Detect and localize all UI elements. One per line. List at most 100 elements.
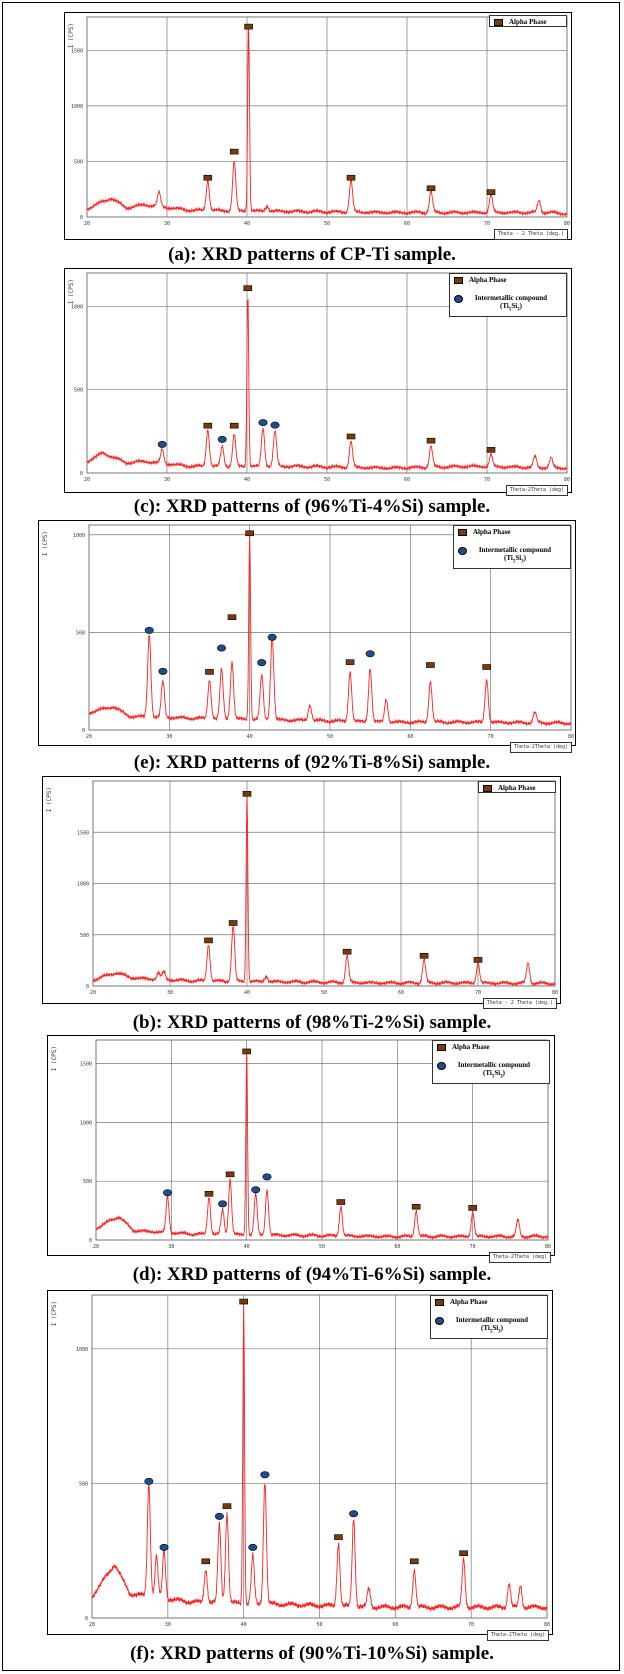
alpha-phase-marker [245,530,254,537]
x-tick-label: 50 [324,221,330,227]
legend-label: Intermetallic compound (Ti5Si3) [455,1316,529,1335]
x-axis-label: Theta - 2 Theta (deg.) [493,229,568,240]
alpha-swatch-icon [437,1044,446,1051]
caption-b: (b): XRD patterns of (98%Ti-2%Si) sample… [132,1012,492,1033]
legend-label: Alpha Phase [509,18,547,26]
intermetallic-swatch-icon [454,295,463,303]
alpha-phase-marker [205,669,214,675]
alpha-phase-marker [482,664,491,670]
alpha-phase-marker [239,1298,248,1305]
xrd-chart-92ti-8si: 20 30 40 50 60 70 80 0 500 1000 I (CPS) Theta-2Thet… [38,520,576,753]
alpha-phase-marker [225,1171,235,1178]
legend-entry: Alpha Phase [494,18,547,26]
x-axis-label: Theta-2Theta (deg) [488,1252,551,1263]
intermetallic-marker [365,650,375,658]
x-tick-label: 20 [86,734,92,740]
alpha-phase-marker [486,189,496,195]
x-tick-label: 70 [484,477,490,483]
legend-entry: Alpha Phase [435,1298,488,1306]
x-tick-label: 30 [166,734,172,740]
y-tick-label: 500 [74,159,83,165]
x-tick-label: 60 [407,734,413,740]
x-tick-label: 30 [167,990,173,996]
alpha-phase-marker [459,1550,468,1557]
alpha-phase-marker [204,937,213,944]
caption-e: (e): XRD patterns of (92%Ti-8%Si) sample… [133,752,491,773]
legend-entry: Intermetallic compound (Ti5Si3) [454,294,553,314]
legend: Alpha Phase Intermetallic compound (Ti5Si3… [449,273,567,317]
legend-label: Alpha Phase [452,1043,490,1051]
legend: Alpha Phase [489,15,567,27]
alpha-phase-marker [468,1205,477,1211]
x-axis-label: Theta-2Theta (deg) [509,742,572,753]
y-tick-label: 500 [83,1179,92,1185]
alpha-phase-marker [203,174,213,181]
x-tick-label: 20 [84,221,90,227]
intermetallic-marker [144,1477,154,1485]
x-tick-label: 20 [84,477,90,483]
y-tick-label: 500 [80,933,89,939]
y-tick-label: 0 [85,1616,88,1622]
alpha-phase-marker [346,433,356,440]
intermetallic-swatch-icon [437,1062,446,1070]
intermetallic-marker [258,419,268,427]
intermetallic-marker [144,626,154,634]
y-tick-label: 0 [80,215,83,221]
y-axis-label: I (CPS) [51,1301,58,1327]
legend-label: Alpha Phase [469,276,507,284]
legend-label: Alpha Phase [498,784,536,792]
legend-label: Intermetallic compound (Ti5Si3) [478,546,552,565]
legend: Alpha Phase Intermetallic compound (Ti5Si3… [432,1040,550,1084]
alpha-phase-marker [227,614,237,621]
y-tick-label: 1000 [73,533,85,539]
legend-entry: Alpha Phase [437,1043,490,1051]
xrd-pattern-line [88,534,572,727]
x-tick-label: 50 [319,1244,325,1250]
caption-a: (a): XRD patterns of CP-Ti sample. [168,244,456,265]
legend-entry: Intermetallic compound (Ti5Si3) [435,1316,534,1336]
x-tick-label: 40 [241,1622,247,1628]
x-tick-label: 40 [244,477,250,483]
caption-c: (c): XRD patterns of (96%Ti-4%Si) sample… [133,496,491,517]
xrd-chart-98ti-2si: 20 30 40 50 60 70 80 0 500 1000 1500 I (CPS) Theta -… [42,776,561,1009]
alpha-phase-marker [419,953,429,959]
alpha-swatch-icon [435,1299,444,1306]
x-tick-label: 80 [564,477,570,483]
legend: Alpha Phase Intermetallic compound (Ti5Si3… [453,525,571,569]
y-axis-label: I (CPS) [68,23,75,49]
legend-entry: Intermetallic compound (Ti5Si3) [437,1061,536,1081]
legend: Alpha Phase Intermetallic compound (Ti5Si3… [430,1295,548,1339]
alpha-phase-marker [229,422,239,429]
x-tick-label: 20 [89,1622,95,1628]
y-tick-label: 500 [79,1481,88,1487]
y-tick-label: 1000 [71,104,83,110]
intermetallic-marker [251,1186,261,1194]
x-tick-label: 60 [398,990,404,996]
x-tick-label: 80 [568,734,574,740]
intermetallic-swatch-icon [435,1317,444,1325]
intermetallic-marker [163,1189,173,1197]
legend-entry: Alpha Phase [483,784,536,792]
intermetallic-marker [260,1471,270,1479]
intermetallic-marker [157,440,167,448]
alpha-phase-marker [346,174,356,181]
intermetallic-marker [217,435,227,443]
intermetallic-marker [158,667,168,675]
caption-d: (d): XRD patterns of (94%Ti-6%Si) sample… [132,1264,492,1285]
x-tick-label: 80 [545,1244,551,1250]
y-tick-label: 500 [74,388,83,394]
alpha-phase-marker [203,422,213,429]
legend: Alpha Phase [478,781,556,793]
y-axis-label: I (CPS) [42,531,49,557]
y-tick-label: 1000 [77,882,89,888]
x-tick-label: 30 [168,1244,174,1250]
x-tick-label: 60 [404,477,410,483]
alpha-phase-marker [409,1558,419,1565]
alpha-swatch-icon [458,529,467,536]
xrd-pattern-line [86,25,568,217]
caption-f: (f): XRD patterns of (90%Ti-10%Si) sampl… [130,1643,494,1664]
x-axis-label: Theta-2Theta (deg) [505,485,568,496]
intermetallic-marker [248,1543,258,1551]
x-tick-label: 80 [544,1622,550,1628]
y-tick-label: 1000 [76,1347,88,1353]
